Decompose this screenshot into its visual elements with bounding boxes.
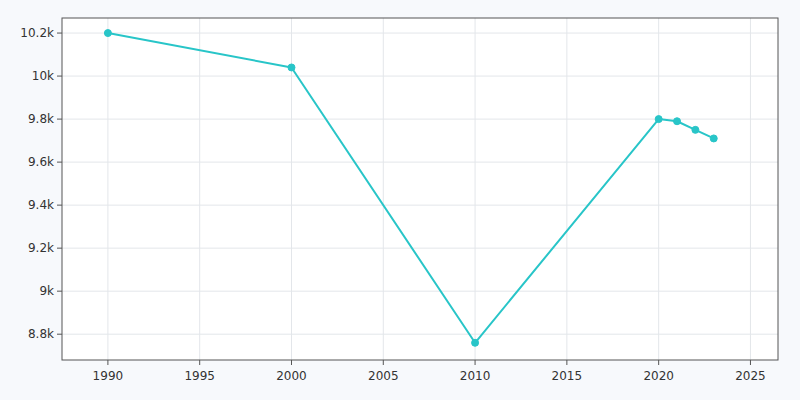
y-tick-label: 9.6k — [28, 155, 54, 169]
y-tick — [57, 334, 62, 335]
point — [692, 126, 699, 133]
y-tick — [57, 291, 62, 292]
y-grid-line — [62, 205, 778, 206]
chart-container: 1990 1995 2000 2005 2010 2015 2020 2025 8.8k 9k 9.… — [0, 0, 800, 400]
plot-frame — [62, 18, 778, 360]
y-tick-label: 10.2k — [20, 26, 54, 40]
x-grid-line — [107, 18, 108, 360]
x-grid-line — [199, 18, 200, 360]
point — [674, 118, 681, 125]
x-tick-label: 2015 — [552, 369, 583, 383]
x-grid-line — [750, 18, 751, 360]
point — [710, 135, 717, 142]
point — [104, 30, 111, 37]
x-tick — [383, 360, 384, 365]
y-grid-line — [62, 119, 778, 120]
y-grid-line — [62, 248, 778, 249]
y-grid-line — [62, 291, 778, 292]
y-tick — [57, 248, 62, 249]
x-tick — [199, 360, 200, 365]
grid — [62, 18, 778, 360]
x-tick — [475, 360, 476, 365]
x-tick-label: 2000 — [276, 369, 307, 383]
x-grid-line — [658, 18, 659, 360]
x-tick — [566, 360, 567, 365]
y-tick — [57, 205, 62, 206]
y-tick — [57, 76, 62, 77]
x-tick-label: 2025 — [735, 369, 766, 383]
y-tick — [57, 119, 62, 120]
x-grid-line — [566, 18, 567, 360]
line — [108, 33, 714, 343]
y-tick-label: 8.8k — [28, 327, 54, 341]
x-tick-label: 2010 — [460, 369, 491, 383]
point — [472, 339, 479, 346]
x-tick-label: 2020 — [643, 369, 674, 383]
data-group — [104, 30, 717, 347]
y-tick-label: 9.8k — [28, 112, 54, 126]
y-tick-label: 9k — [39, 284, 54, 298]
y-tick — [57, 162, 62, 163]
y-grid-line — [62, 334, 778, 335]
plot-area — [62, 18, 778, 360]
x-tick — [107, 360, 108, 365]
x-grid-line — [475, 18, 476, 360]
background — [0, 0, 800, 400]
x-tick-label: 1990 — [93, 369, 124, 383]
chart-svg: 1990 1995 2000 2005 2010 2015 2020 2025 8.8k 9k 9.… — [0, 0, 800, 400]
x-tick-label: 1995 — [184, 369, 215, 383]
point — [288, 64, 295, 71]
y-grid-line — [62, 33, 778, 34]
y-tick-label: 9.4k — [28, 198, 54, 212]
x-tick — [658, 360, 659, 365]
x-grid-line — [383, 18, 384, 360]
x-tick-label: 2005 — [368, 369, 399, 383]
y-grid-line — [62, 162, 778, 163]
y-tick-label: 9.2k — [28, 241, 54, 255]
axes: 1990 1995 2000 2005 2010 2015 2020 2025 8.8k 9k 9.… — [20, 26, 765, 383]
point — [655, 116, 662, 123]
x-tick — [291, 360, 292, 365]
y-tick — [57, 33, 62, 34]
y-tick-label: 10k — [32, 69, 54, 83]
y-grid-line — [62, 76, 778, 77]
x-tick — [750, 360, 751, 365]
